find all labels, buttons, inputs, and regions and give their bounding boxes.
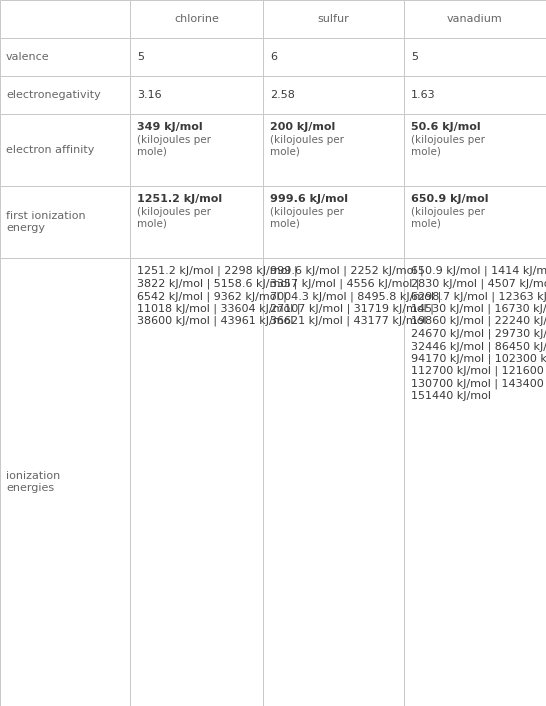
Text: (kilojoules per
mole): (kilojoules per mole) — [411, 135, 485, 157]
Bar — [404, 38, 546, 76]
Bar — [404, 186, 546, 258]
Text: (kilojoules per
mole): (kilojoules per mole) — [270, 207, 344, 229]
Bar — [130, 114, 263, 186]
Bar — [130, 186, 263, 258]
Bar — [404, 0, 546, 38]
Text: 5: 5 — [137, 52, 144, 62]
Text: 650.9 kJ/mol: 650.9 kJ/mol — [411, 194, 489, 204]
Bar — [263, 38, 404, 76]
Text: valence: valence — [6, 52, 50, 62]
Text: 3.16: 3.16 — [137, 90, 162, 100]
Bar — [0, 0, 130, 38]
Bar — [263, 76, 404, 114]
Text: (kilojoules per
mole): (kilojoules per mole) — [270, 135, 344, 157]
Bar — [404, 76, 546, 114]
Bar — [263, 258, 404, 706]
Text: electron affinity: electron affinity — [6, 145, 94, 155]
Text: first ionization
energy: first ionization energy — [6, 211, 86, 233]
Bar — [130, 76, 263, 114]
Bar — [263, 0, 404, 38]
Bar — [404, 114, 546, 186]
Text: electronegativity: electronegativity — [6, 90, 101, 100]
Text: 999.6 kJ/mol: 999.6 kJ/mol — [270, 194, 348, 204]
Bar — [0, 76, 130, 114]
Text: 2.58: 2.58 — [270, 90, 295, 100]
Bar — [404, 258, 546, 706]
Bar — [130, 38, 263, 76]
Bar — [0, 38, 130, 76]
Bar — [0, 114, 130, 186]
Bar — [263, 114, 404, 186]
Text: (kilojoules per
mole): (kilojoules per mole) — [137, 135, 211, 157]
Text: 999.6 kJ/mol | 2252 kJ/mol |
3357 kJ/mol | 4556 kJ/mol |
7004.3 kJ/mol | 8495.8 : 999.6 kJ/mol | 2252 kJ/mol | 3357 kJ/mol… — [270, 266, 441, 326]
Text: 1251.2 kJ/mol | 2298 kJ/mol |
3822 kJ/mol | 5158.6 kJ/mol |
6542 kJ/mol | 9362 k: 1251.2 kJ/mol | 2298 kJ/mol | 3822 kJ/mo… — [137, 266, 300, 326]
Text: 1251.2 kJ/mol: 1251.2 kJ/mol — [137, 194, 222, 204]
Text: 200 kJ/mol: 200 kJ/mol — [270, 122, 335, 132]
Text: 5: 5 — [411, 52, 418, 62]
Text: 650.9 kJ/mol | 1414 kJ/mol |
2830 kJ/mol | 4507 kJ/mol |
6298.7 kJ/mol | 12363 k: 650.9 kJ/mol | 1414 kJ/mol | 2830 kJ/mol… — [411, 266, 546, 401]
Bar — [0, 186, 130, 258]
Bar — [0, 258, 130, 706]
Text: 349 kJ/mol: 349 kJ/mol — [137, 122, 203, 132]
Text: 1.63: 1.63 — [411, 90, 436, 100]
Text: (kilojoules per
mole): (kilojoules per mole) — [137, 207, 211, 229]
Text: sulfur: sulfur — [318, 14, 349, 24]
Bar — [130, 258, 263, 706]
Text: chlorine: chlorine — [174, 14, 219, 24]
Text: 6: 6 — [270, 52, 277, 62]
Bar — [130, 0, 263, 38]
Text: vanadium: vanadium — [447, 14, 503, 24]
Bar — [263, 186, 404, 258]
Text: (kilojoules per
mole): (kilojoules per mole) — [411, 207, 485, 229]
Text: 50.6 kJ/mol: 50.6 kJ/mol — [411, 122, 480, 132]
Text: ionization
energies: ionization energies — [6, 471, 60, 493]
